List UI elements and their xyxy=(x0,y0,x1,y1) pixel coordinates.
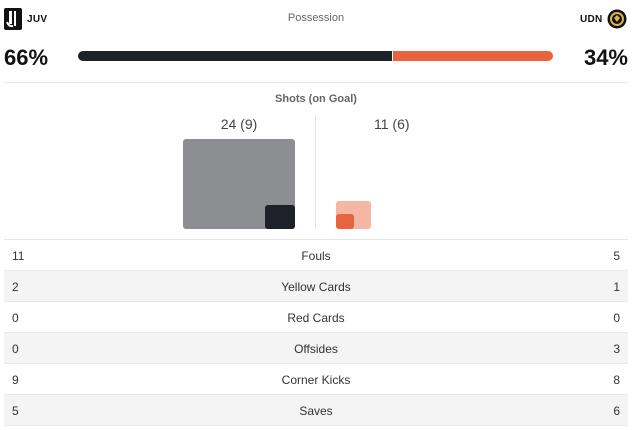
stat-label: Fouls xyxy=(301,249,331,263)
stat-label: Offsides xyxy=(294,342,338,356)
home-shots-on-goal-box xyxy=(265,205,295,229)
home-possession-bar xyxy=(78,51,392,61)
stat-home-value: 11 xyxy=(12,249,25,263)
stat-label: Saves xyxy=(299,404,333,418)
row-divider xyxy=(4,363,628,364)
row-divider xyxy=(4,394,628,395)
away-team-abbr: UDN xyxy=(580,14,603,25)
stat-home-value: 5 xyxy=(12,404,19,418)
shots-title: Shots (on Goal) xyxy=(275,93,357,105)
stat-label: Red Cards xyxy=(287,311,345,325)
shots-divider xyxy=(4,239,628,240)
row-divider xyxy=(4,332,628,333)
away-shots-value: 11 (6) xyxy=(374,116,410,132)
stat-away-value: 0 xyxy=(613,311,620,325)
away-shots-on-goal-box xyxy=(336,214,354,229)
stat-home-value: 0 xyxy=(12,311,19,325)
home-team-abbr: JUV xyxy=(27,14,48,25)
stat-away-value: 3 xyxy=(613,342,620,356)
stat-away-value: 8 xyxy=(613,373,620,387)
stat-home-value: 0 xyxy=(12,342,19,356)
stat-label: Yellow Cards xyxy=(281,280,351,294)
stat-away-value: 6 xyxy=(613,404,620,418)
shots-center-divider xyxy=(315,115,316,229)
away-possession-percent: 34% xyxy=(583,45,628,70)
row-divider xyxy=(4,301,628,302)
stat-label: Corner Kicks xyxy=(281,373,351,387)
possession-title: Possession xyxy=(287,12,345,24)
juventus-logo xyxy=(4,8,22,30)
stat-row: 5 Saves 6 xyxy=(4,395,628,426)
away-possession-bar xyxy=(393,51,553,61)
stat-home-value: 9 xyxy=(12,373,19,387)
stat-row: 9 Corner Kicks 8 xyxy=(4,364,628,395)
stat-away-value: 5 xyxy=(613,249,620,263)
home-possession-percent: 66% xyxy=(4,45,49,70)
row-divider xyxy=(4,270,628,271)
stat-away-value: 1 xyxy=(613,280,620,294)
stat-row: 11 Fouls 5 xyxy=(4,240,628,271)
udinese-logo xyxy=(607,9,627,29)
header-divider xyxy=(4,82,628,83)
stat-row: 2 Yellow Cards 1 xyxy=(4,271,628,302)
stat-home-value: 2 xyxy=(12,280,19,294)
stat-row: 0 Red Cards 0 xyxy=(4,302,628,333)
stat-row: 0 Offsides 3 xyxy=(4,333,628,364)
home-shots-value: 24 (9) xyxy=(220,116,258,132)
row-divider xyxy=(4,425,628,426)
